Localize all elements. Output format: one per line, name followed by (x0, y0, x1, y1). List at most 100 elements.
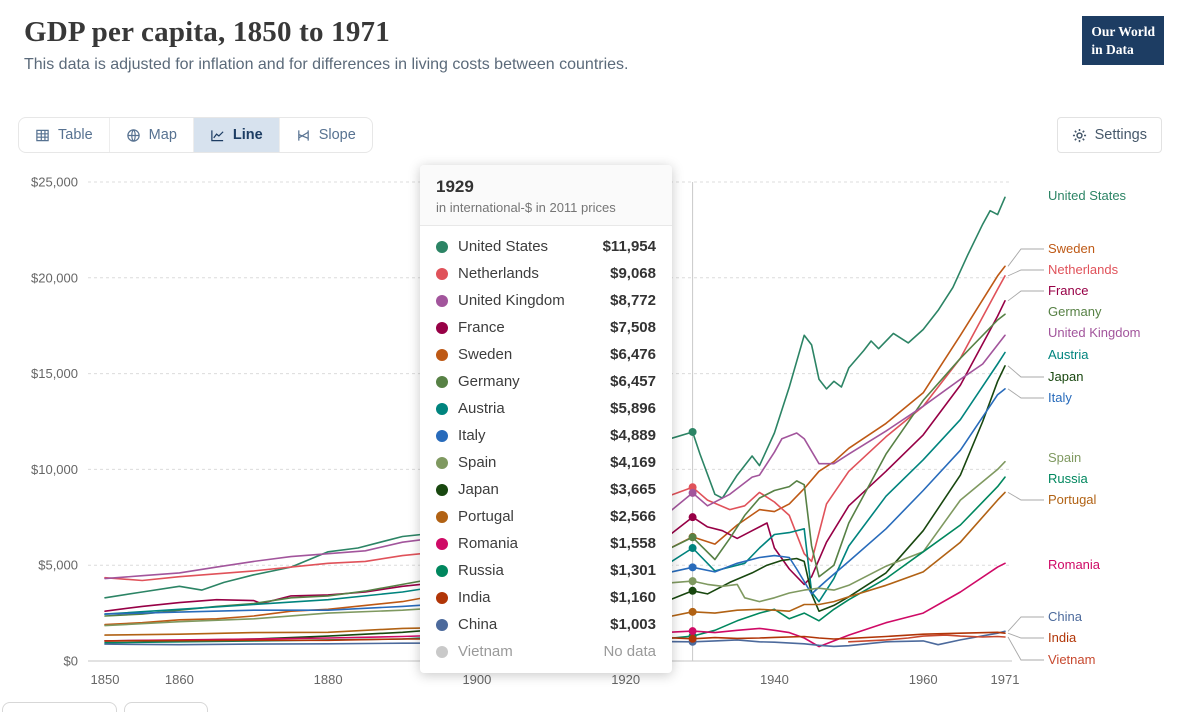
tab-map-label: Map (148, 127, 177, 143)
highlight-dot (688, 483, 697, 492)
tooltip-entity-name: France (458, 319, 505, 336)
series-color-dot (436, 618, 448, 631)
highlight-dot (688, 513, 697, 522)
series-end-label[interactable]: Portugal (1048, 492, 1097, 507)
tooltip-entity-value: No data (603, 643, 656, 660)
tooltip-entity-name: United States (458, 238, 549, 255)
settings-button[interactable]: Settings (1056, 117, 1162, 153)
settings-label: Settings (1094, 127, 1147, 143)
tooltip-row: France $7,508 (420, 314, 672, 341)
tooltip-entity-name: Sweden (458, 346, 513, 363)
tab-slope[interactable]: Slope (278, 118, 372, 152)
tooltip-entity-name: Romania (458, 535, 519, 552)
y-tick-label: $15,000 (31, 366, 78, 381)
x-tick-label: 1850 (91, 672, 120, 687)
series-color-dot (436, 429, 448, 442)
series-end-label[interactable]: Italy (1048, 390, 1072, 405)
tooltip-row: India $1,160 (420, 584, 672, 611)
series-color-dot (436, 267, 448, 280)
tooltip-row: Italy $4,889 (420, 422, 672, 449)
series-end-label[interactable]: Netherlands (1048, 262, 1119, 277)
series-end-label[interactable]: United States (1048, 188, 1127, 203)
series-line[interactable] (104, 562, 1006, 648)
highlight-dot (688, 607, 697, 616)
tooltip-entity-name: Spain (458, 454, 497, 471)
series-end-label[interactable]: Romania (1048, 557, 1101, 572)
series-end-label[interactable]: Germany (1048, 304, 1102, 319)
tooltip-row: Sweden $6,476 (420, 341, 672, 368)
series-end-label[interactable]: China (1048, 609, 1082, 624)
tab-map[interactable]: Map (108, 118, 193, 152)
series-end-label[interactable]: Austria (1048, 347, 1089, 362)
page-subtitle: This data is adjusted for inflation and … (24, 56, 629, 73)
series-line[interactable] (847, 634, 1006, 643)
tooltip-entity-name: Italy (458, 427, 486, 444)
tooltip-row: Romania $1,558 (420, 530, 672, 557)
chart-header: GDP per capita, 1850 to 1971 This data i… (0, 0, 1180, 74)
series-connector (1007, 248, 1044, 267)
tooltip-row: United States $11,954 (420, 233, 672, 260)
series-color-dot (436, 591, 448, 604)
tooltip-year: 1929 (436, 177, 474, 196)
highlight-dot (688, 577, 697, 586)
series-end-label[interactable]: Spain (1048, 450, 1082, 465)
series-line[interactable] (104, 630, 1006, 648)
series-color-dot (436, 402, 448, 415)
series-color-dot (436, 537, 448, 550)
x-tick-label: 1880 (314, 672, 343, 687)
tooltip-entity-name: India (458, 589, 491, 606)
timeline-control-fragment[interactable] (2, 702, 117, 712)
tab-line[interactable]: Line (192, 118, 279, 152)
tab-slope-label: Slope (318, 127, 356, 143)
tab-table-label: Table (58, 127, 93, 143)
tooltip-row: Austria $5,896 (420, 395, 672, 422)
series-end-label[interactable]: Russia (1048, 471, 1088, 486)
series-color-dot (436, 510, 448, 523)
series-color-dot (436, 456, 448, 469)
x-tick-label: 1971 (991, 672, 1020, 687)
tooltip-entity-value: $1,301 (610, 562, 656, 579)
series-line[interactable] (104, 491, 1006, 636)
series-end-label[interactable]: France (1048, 283, 1089, 298)
page-title: GDP per capita, 1850 to 1971 (24, 16, 390, 48)
controls-bar: Table Map Line Slope (18, 117, 1162, 153)
tooltip-entity-value: $7,508 (610, 319, 656, 336)
series-end-label[interactable]: United Kingdom (1048, 325, 1141, 340)
tooltip-entity-name: Russia (458, 562, 504, 579)
tooltip-entity-value: $2,566 (610, 508, 656, 525)
series-connector (1007, 269, 1044, 277)
highlight-dot (688, 533, 697, 542)
timeline-control-fragment[interactable] (124, 702, 208, 712)
y-tick-label: $10,000 (31, 462, 78, 477)
series-color-dot (436, 645, 448, 658)
tooltip-entity-value: $4,169 (610, 454, 656, 471)
series-end-label[interactable]: Japan (1048, 369, 1084, 384)
series-color-dot (436, 483, 448, 496)
series-end-label[interactable]: India (1048, 630, 1077, 645)
series-color-dot (436, 348, 448, 361)
line-icon (211, 129, 224, 141)
owid-logo-line1: Our World (1091, 24, 1155, 39)
owid-logo[interactable]: Our World in Data (1082, 16, 1164, 66)
tooltip-entity-value: $4,889 (610, 427, 656, 444)
tooltip-entity-name: Japan (458, 481, 499, 498)
title-block: GDP per capita, 1850 to 1971 This data i… (24, 16, 628, 74)
highlight-dot (688, 586, 697, 595)
tooltip-entity-name: China (458, 616, 498, 633)
tooltip-row: Japan $3,665 (420, 476, 672, 503)
series-connector (1007, 365, 1044, 378)
series-end-label[interactable]: Vietnam (1048, 652, 1096, 667)
tooltip-row: Vietnam No data (420, 638, 672, 665)
map-icon (126, 128, 140, 142)
x-tick-label: 1920 (611, 672, 640, 687)
highlight-dot (688, 488, 697, 497)
tooltip-entity-value: $9,068 (610, 265, 656, 282)
tooltip-row: Spain $4,169 (420, 449, 672, 476)
tooltip-entity-name: Germany (458, 373, 520, 390)
series-end-label[interactable]: Sweden (1048, 241, 1095, 256)
tab-table[interactable]: Table (19, 118, 109, 152)
tooltip-entity-name: Portugal (458, 508, 514, 525)
tooltip-row: United Kingdom $8,772 (420, 287, 672, 314)
series-line[interactable] (104, 631, 1006, 642)
